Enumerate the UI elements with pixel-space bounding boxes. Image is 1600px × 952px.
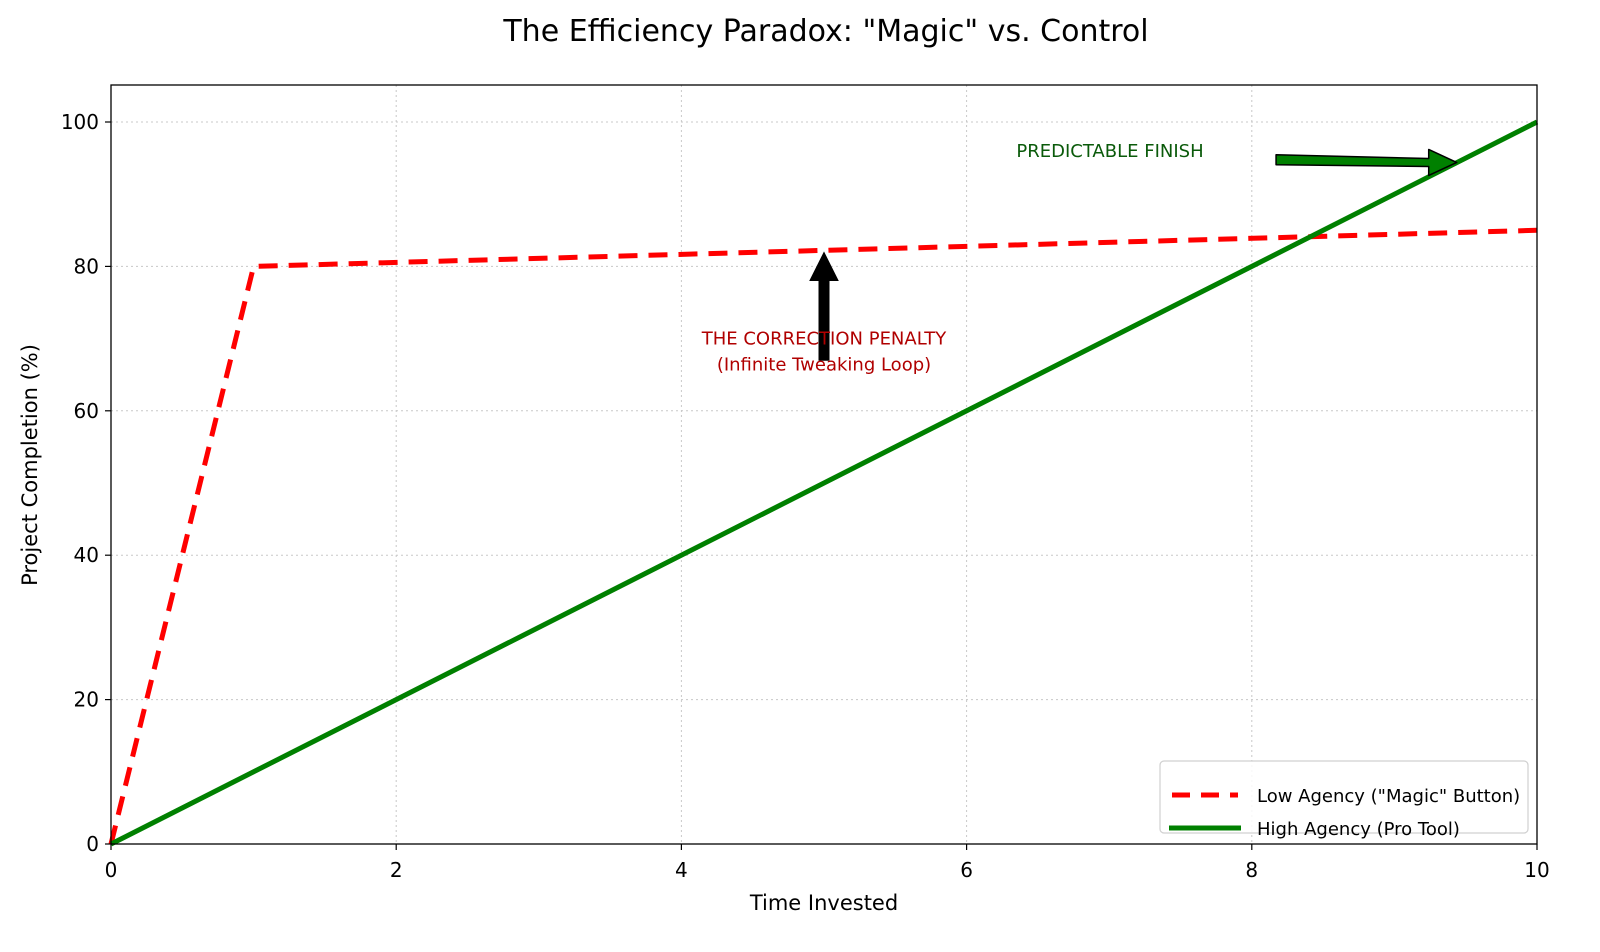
- annotations: THE CORRECTION PENALTY (Infinite Tweaking…: [701, 141, 1458, 375]
- x-tick-label: 8: [1245, 858, 1258, 882]
- y-tick-label: 20: [74, 688, 99, 712]
- data-series: [108, 119, 1539, 847]
- correction-penalty-label: THE CORRECTION PENALTY: [701, 328, 948, 349]
- y-axis-label: Project Completion (%): [18, 344, 42, 586]
- series-line-low-agency: [108, 227, 1538, 845]
- predictable-finish-arrow-icon: [1275, 148, 1458, 177]
- x-tick-label: 6: [960, 858, 973, 882]
- y-tick-label: 100: [61, 110, 99, 134]
- plot-frame: [110, 84, 1538, 845]
- x-tick-label: 10: [1524, 858, 1549, 882]
- x-tick-label: 0: [105, 858, 118, 882]
- x-axis-ticks: 0 2 4 6 8 10: [105, 844, 1550, 882]
- legend-box: [1159, 760, 1529, 834]
- chart-title: The Efficiency Paradox: "Magic" vs. Cont…: [502, 14, 1148, 49]
- correction-penalty-arrow-icon: [809, 251, 839, 361]
- x-tick-label: 2: [390, 858, 403, 882]
- x-axis-label: Time Invested: [749, 891, 898, 915]
- x-tick-label: 4: [675, 858, 688, 882]
- legend-label-low-agency: Low Agency ("Magic" Button): [1257, 786, 1520, 807]
- y-tick-label: 80: [74, 254, 99, 278]
- legend-label-high-agency: High Agency (Pro Tool): [1257, 819, 1460, 840]
- y-tick-label: 40: [74, 543, 99, 567]
- predictable-finish-label: PREDICTABLE FINISH: [1016, 141, 1203, 162]
- correction-penalty-sublabel: (Infinite Tweaking Loop): [717, 354, 931, 375]
- series-line-high-agency: [109, 119, 1539, 847]
- y-axis-ticks: 0 20 40 60 80 100: [61, 110, 111, 856]
- grid-lines: [111, 85, 1537, 844]
- legend: Low Agency ("Magic" Button) High Agency …: [1159, 760, 1529, 840]
- y-tick-label: 60: [74, 399, 99, 423]
- y-tick-label: 0: [86, 832, 99, 856]
